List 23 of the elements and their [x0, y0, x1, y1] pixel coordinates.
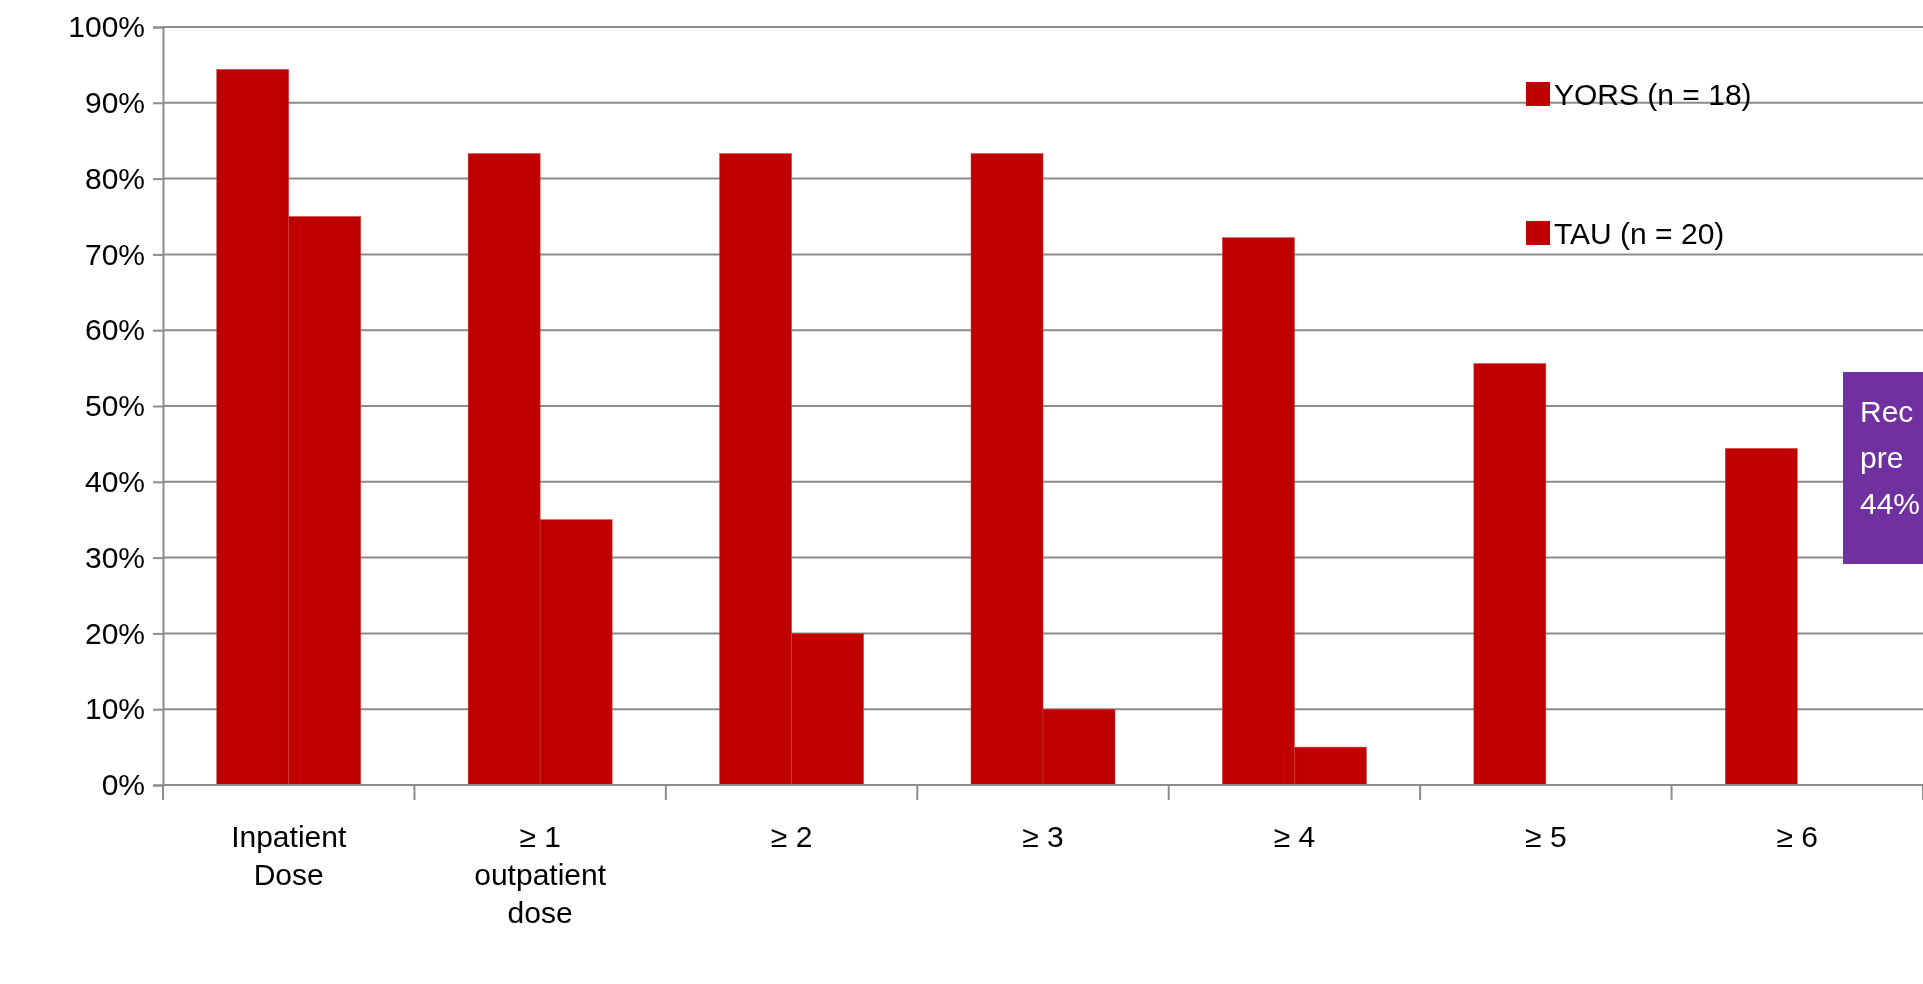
y-tick-label: 80%: [84, 161, 145, 195]
y-tick-label: 0%: [101, 768, 145, 802]
x-tick-label: ≥ 3: [1022, 820, 1064, 853]
annotation: Rec pre 44%: [1860, 395, 1921, 520]
x-tick-label: ≥ 6: [1776, 820, 1819, 853]
x-tick-label: Inpatient Dose: [231, 820, 347, 891]
bar: [1725, 448, 1798, 786]
y-tick-label: 70%: [84, 237, 145, 271]
bar: [1473, 363, 1547, 786]
legend-label: YORS (n = 18): [1554, 78, 1752, 111]
y-tick-label: 40%: [84, 464, 145, 498]
y-tick-label: 30%: [84, 540, 145, 574]
y-tick-label: 60%: [84, 313, 145, 347]
y-tick-label: 10%: [84, 692, 145, 726]
x-tick-label: ≥ 4: [1273, 820, 1316, 853]
y-tick-label: 90%: [84, 85, 145, 119]
x-tick-label: ≥ 5: [1525, 820, 1567, 853]
y-tick-label: 100%: [68, 10, 145, 44]
y-tick-label: 50%: [84, 389, 145, 423]
x-tick-label: ≥ 1 outpatient dose: [474, 820, 607, 929]
legend-label: TAU (n = 20): [1554, 217, 1725, 250]
y-tick-label: 20%: [84, 616, 145, 650]
x-tick-label: ≥ 2: [770, 820, 813, 853]
